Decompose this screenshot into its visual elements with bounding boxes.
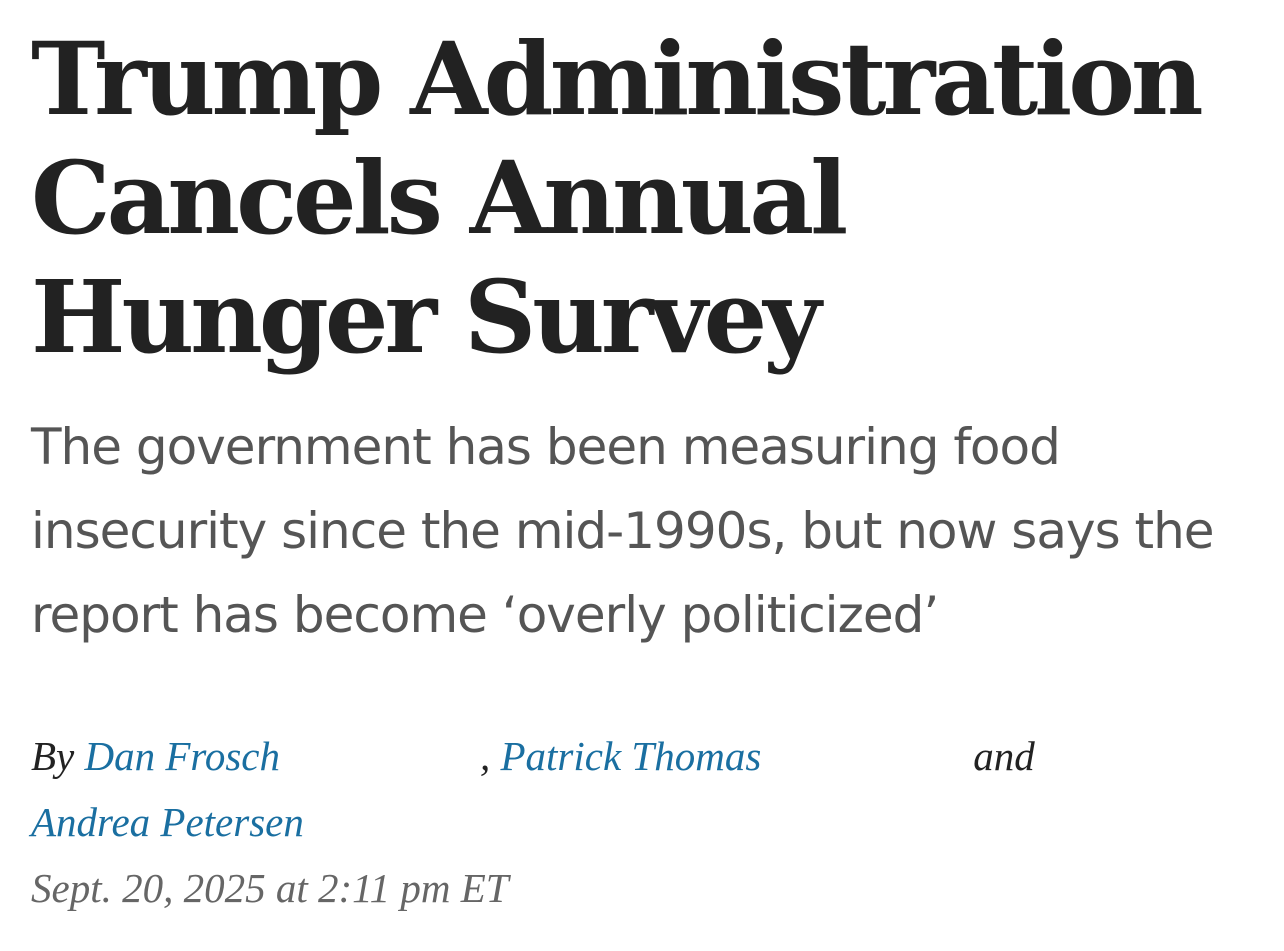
author-link-patrick-thomas[interactable]: Patrick Thomas [500, 733, 762, 779]
byline: By Dan Frosch, Patrick Thomas and Andrea … [31, 723, 1151, 855]
byline-prefix: By [31, 733, 75, 779]
headline: Trump Administration Cancels Annual Hung… [31, 20, 1204, 376]
author-link-andrea-petersen[interactable]: Andrea Petersen [31, 799, 304, 845]
byline-conjunction: and [973, 733, 1035, 779]
dek-subheadline: The government has been measuring food i… [31, 418, 1215, 644]
article-header: Trump Administration Cancels Annual Hung… [31, 0, 1251, 913]
byline-separator: , [480, 733, 491, 779]
author-link-dan-frosch[interactable]: Dan Frosch [84, 733, 281, 779]
publish-timestamp: Sept. 20, 2025 at 2:11 pm ET [31, 865, 509, 911]
